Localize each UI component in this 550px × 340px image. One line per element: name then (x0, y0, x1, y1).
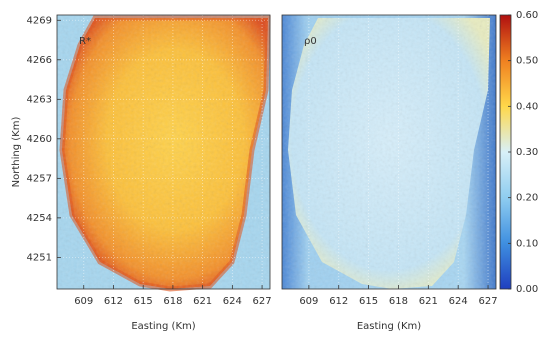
y-tick-label: 4266 (27, 55, 52, 66)
colorbar-tick-label: 0.40 (516, 101, 538, 112)
plot-frame (281, 14, 497, 290)
x-tick-label: 621 (193, 296, 212, 307)
heatmap-left (57, 15, 271, 292)
x-tick-label: 624 (449, 296, 468, 307)
y-tick-label: 4254 (27, 213, 52, 224)
x-axis-title: Easting (Km) (357, 321, 421, 332)
x-tick-label: 615 (359, 296, 378, 307)
x-tick-label: 618 (389, 296, 408, 307)
x-tick-label: 627 (253, 296, 272, 307)
colorbar-tick-label: 0.20 (516, 193, 538, 204)
colorbar-tick-label: 0.00 (516, 284, 538, 295)
x-tick-label: 609 (299, 296, 318, 307)
plot-frame (56, 14, 271, 290)
x-tick-label: 618 (163, 296, 182, 307)
panel-label: R* (79, 36, 91, 47)
y-tick-label: 4260 (27, 134, 52, 145)
colorbar-tick-label: 0.50 (516, 56, 538, 67)
heatmap-right (282, 15, 496, 289)
colorbar-tick-label: 0.10 (516, 238, 538, 249)
colorbar-tick-label: 0.30 (516, 147, 538, 158)
x-axis-title: Easting (Km) (131, 321, 195, 332)
x-tick-label: 612 (104, 296, 123, 307)
y-tick-label: 4257 (27, 173, 52, 184)
y-tick-label: 4251 (27, 252, 52, 263)
x-tick-label: 627 (478, 296, 497, 307)
x-tick-label: 612 (329, 296, 348, 307)
y-axis-title: Northing (Km) (11, 117, 22, 188)
x-tick-label: 621 (419, 296, 438, 307)
panel-label: ρ0 (304, 36, 317, 47)
x-tick-label: 615 (134, 296, 153, 307)
x-tick-label: 624 (223, 296, 242, 307)
y-tick-label: 4269 (27, 15, 52, 26)
colorbar-tick-label: 0.60 (516, 10, 538, 21)
y-tick-label: 4263 (27, 94, 52, 105)
x-tick-label: 609 (74, 296, 93, 307)
